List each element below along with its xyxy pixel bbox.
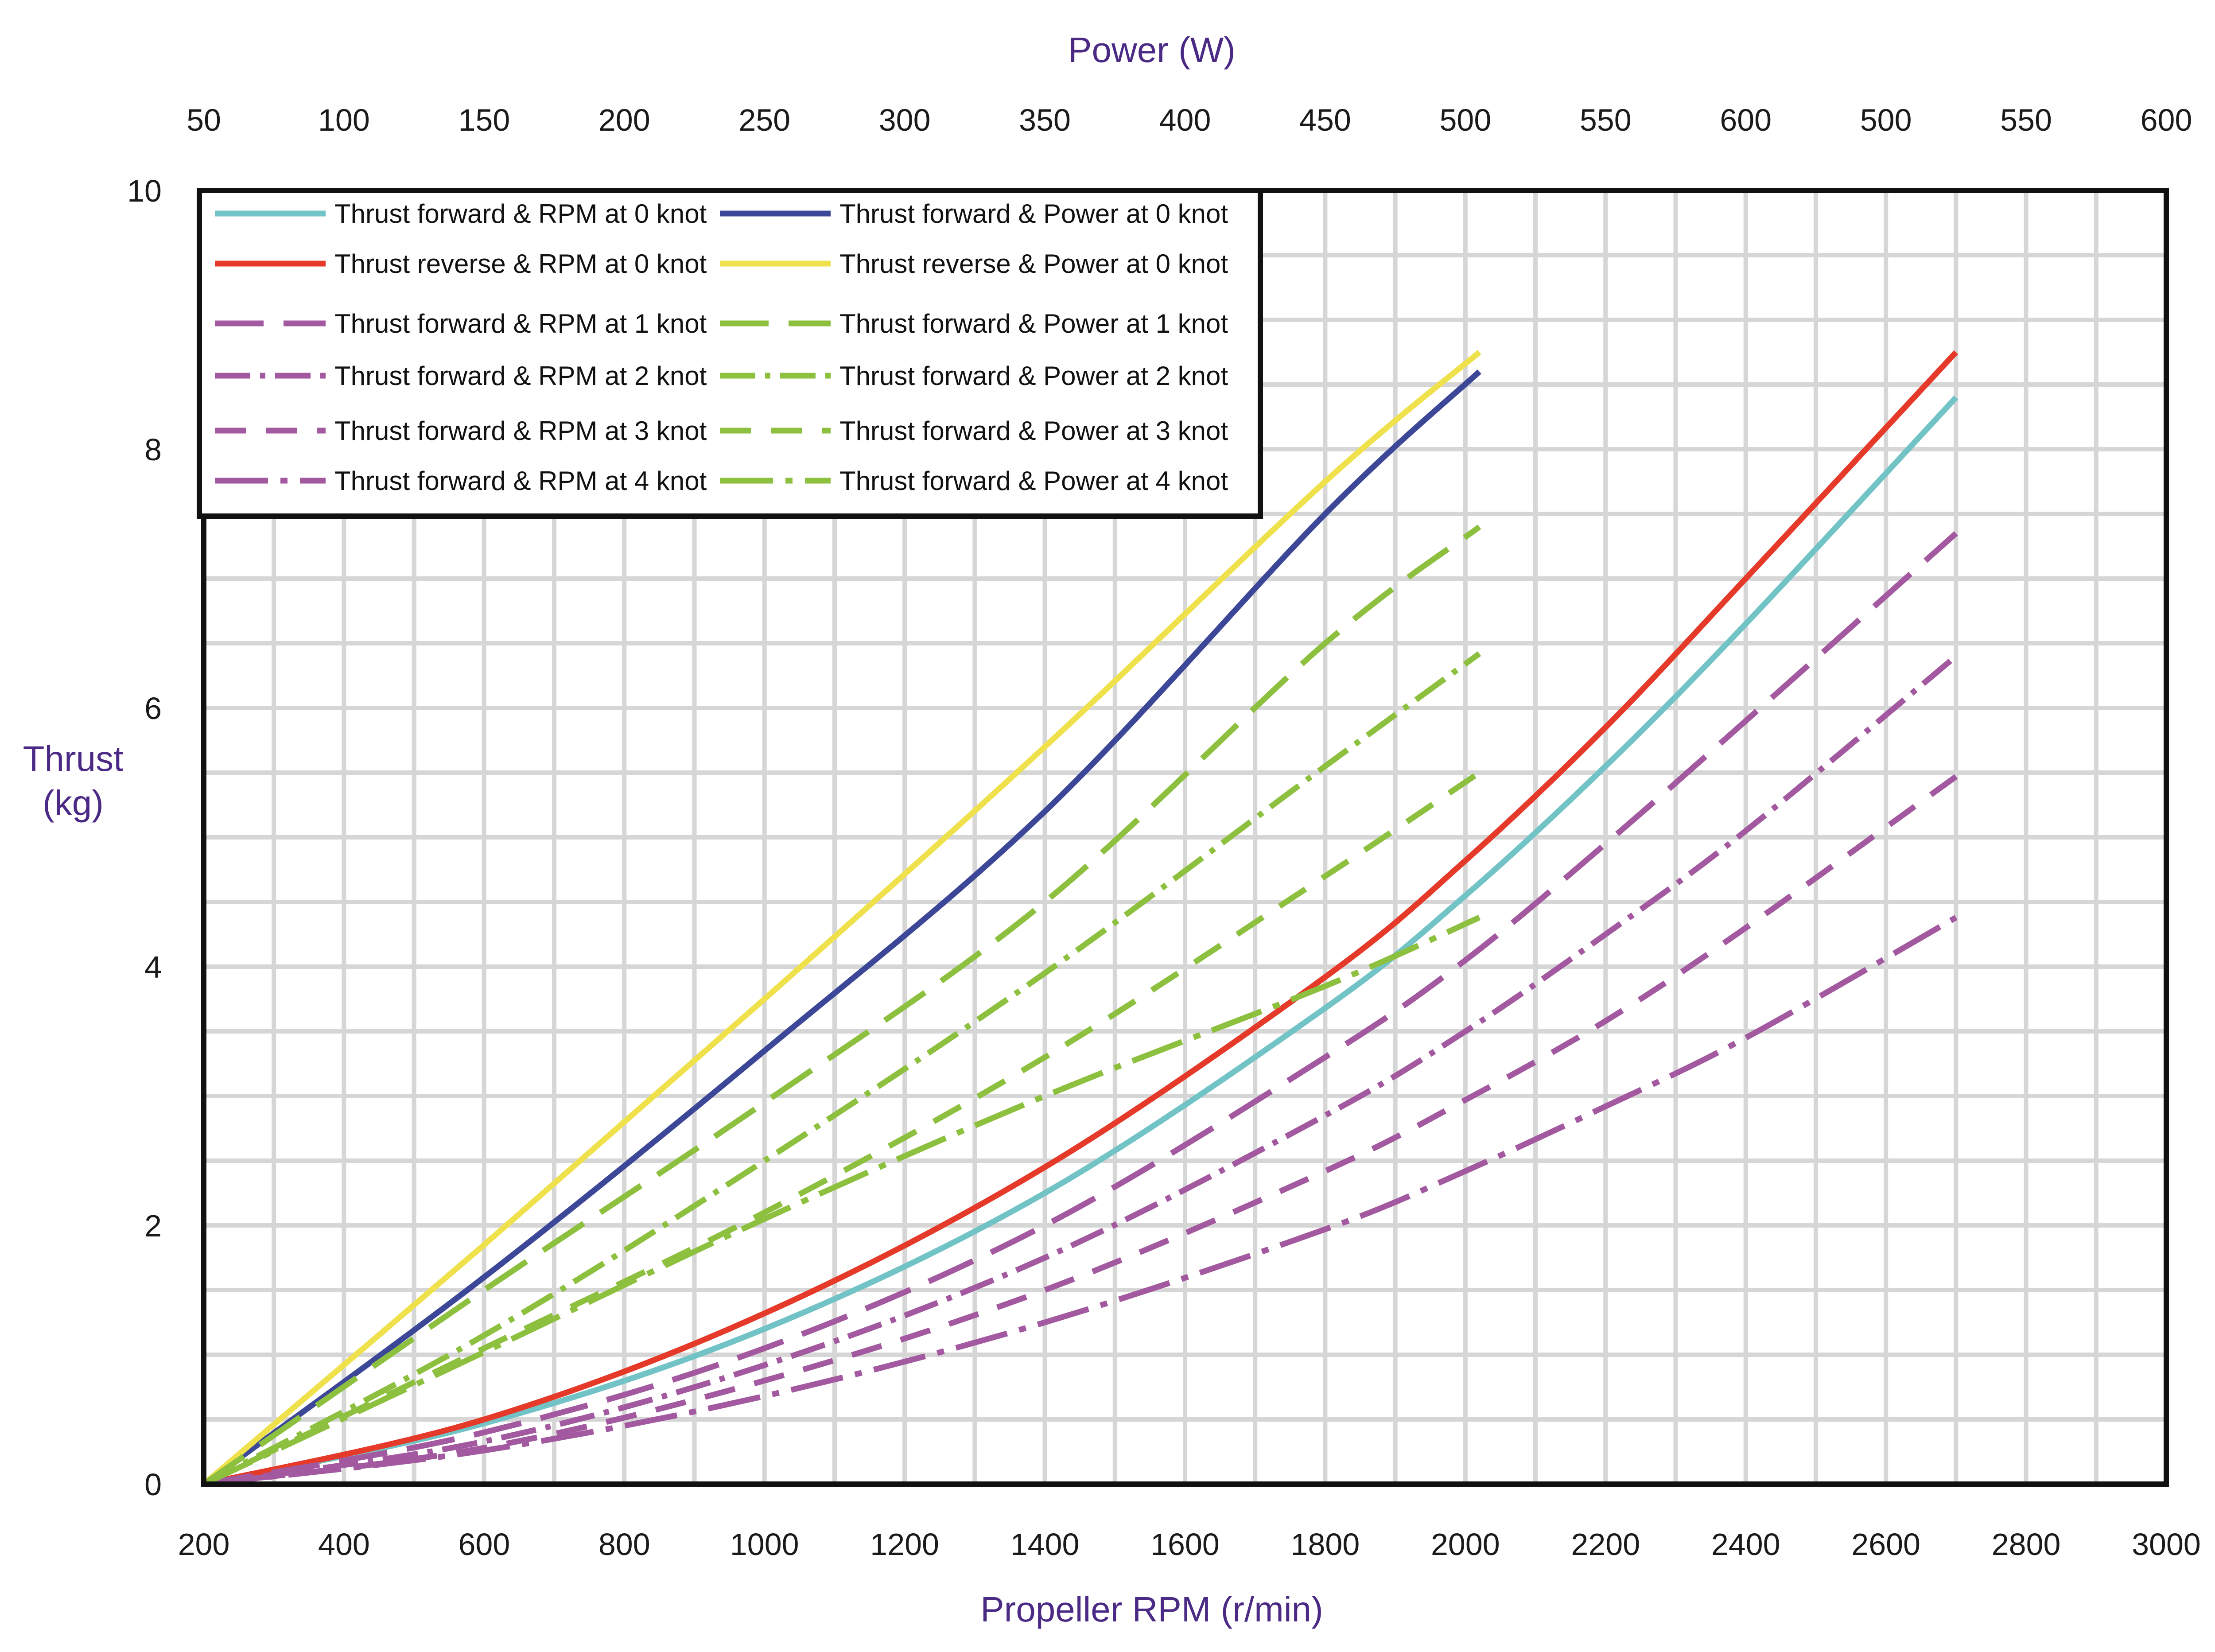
power-tick-label: 550 — [2000, 103, 2052, 137]
x-tick-label: 1000 — [730, 1527, 799, 1562]
legend-label: Thrust forward & RPM at 2 knot — [334, 361, 707, 391]
legend-label: Thrust forward & RPM at 3 knot — [334, 416, 707, 446]
power-axis-title: Power (W) — [1068, 30, 1236, 70]
y-tick-label: 6 — [144, 691, 162, 726]
power-tick-label: 50 — [187, 103, 221, 137]
legend: Thrust forward & RPM at 0 knot Thrust for… — [197, 188, 1263, 519]
series-line-8 — [202, 651, 1481, 1487]
x-tick-label: 2000 — [1431, 1527, 1500, 1562]
x-tick-label: 800 — [598, 1527, 650, 1562]
series-line-9 — [203, 774, 1958, 1487]
power-tick-label: 450 — [1299, 103, 1351, 137]
y-tick-label: 0 — [144, 1467, 162, 1502]
x-tick-label: 1200 — [870, 1527, 939, 1562]
x-tick-label: 1400 — [1010, 1527, 1080, 1562]
x-tick-label: 3000 — [2132, 1527, 2201, 1562]
legend-label: Thrust forward & Power at 2 knot — [839, 361, 1228, 391]
series-line-3 — [203, 350, 1959, 1487]
series-line-1 — [203, 395, 1959, 1487]
series-line-4 — [202, 350, 1481, 1486]
legend-label: Thrust reverse & RPM at 0 knot — [334, 249, 707, 279]
power-tick-label: 250 — [738, 103, 790, 137]
y-axis-title-line1: Thrust — [23, 739, 124, 778]
x-tick-label: 400 — [318, 1527, 370, 1562]
series-line-11 — [203, 915, 1958, 1487]
power-tick-label: 200 — [598, 103, 650, 137]
x-axis-ticks: 200 400 600 800 1000 1200 1400 1600 1800 2000 2200… — [178, 1527, 2201, 1562]
y-tick-label: 8 — [144, 432, 162, 467]
series-layer — [202, 350, 1959, 1487]
series-line-6 — [202, 525, 1481, 1487]
legend-label: Thrust forward & RPM at 1 knot — [334, 309, 707, 338]
legend-label: Thrust forward & RPM at 0 knot — [334, 199, 707, 229]
x-tick-label: 1800 — [1291, 1527, 1360, 1562]
series-line-2 — [202, 369, 1481, 1487]
power-tick-label: 500 — [1860, 103, 1912, 137]
series-line-10 — [202, 770, 1481, 1487]
y-tick-label: 10 — [127, 174, 162, 208]
x-tick-label: 2600 — [1851, 1527, 1920, 1562]
y-axis-title-line2: (kg) — [43, 783, 104, 823]
legend-label: Thrust forward & Power at 0 knot — [839, 199, 1228, 229]
legend-label: Thrust forward & Power at 4 knot — [839, 466, 1228, 496]
power-tick-label: 500 — [1439, 103, 1491, 137]
legend-box — [197, 188, 1263, 519]
power-tick-label: 150 — [458, 103, 510, 137]
power-tick-label: 550 — [1580, 103, 1632, 137]
legend-label: Thrust forward & RPM at 4 knot — [334, 466, 707, 496]
x-axis-title: Propeller RPM (r/min) — [980, 1590, 1323, 1629]
x-tick-label: 2400 — [1711, 1527, 1780, 1562]
x-tick-label: 600 — [458, 1527, 510, 1562]
power-tick-label: 100 — [318, 103, 370, 137]
power-tick-label: 350 — [1019, 103, 1071, 137]
x-tick-label: 200 — [178, 1527, 230, 1562]
y-tick-label: 4 — [144, 950, 162, 984]
power-axis-ticks: 50 100 150 200 250 300 350 400 450 500 550 600 500 55… — [187, 103, 2192, 137]
series-line-5 — [203, 531, 1958, 1487]
series-line-7 — [203, 654, 1958, 1487]
legend-label: Thrust reverse & Power at 0 knot — [839, 249, 1228, 279]
legend-label: Thrust forward & Power at 3 knot — [839, 416, 1228, 446]
x-tick-label: 1600 — [1150, 1527, 1220, 1562]
power-tick-label: 300 — [879, 103, 931, 137]
x-tick-label: 2200 — [1571, 1527, 1640, 1562]
x-tick-label: 2800 — [1992, 1527, 2061, 1562]
power-tick-label: 600 — [2141, 103, 2192, 137]
power-tick-label: 600 — [1720, 103, 1772, 137]
y-axis-ticks: 0 2 4 6 8 10 — [127, 174, 162, 1502]
legend-label: Thrust forward & Power at 1 knot — [839, 309, 1228, 338]
series-line-12 — [202, 915, 1481, 1487]
power-tick-label: 400 — [1159, 103, 1211, 137]
y-tick-label: 2 — [144, 1209, 162, 1243]
